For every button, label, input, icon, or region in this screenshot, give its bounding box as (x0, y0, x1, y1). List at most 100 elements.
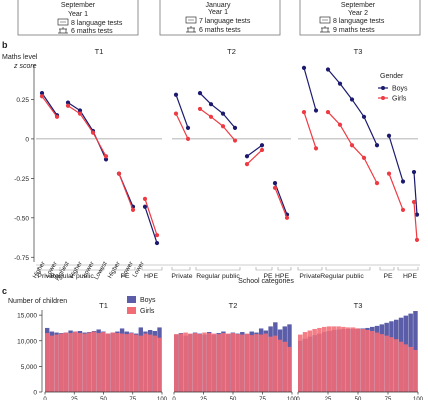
boys-point (65, 100, 71, 105)
category-label: HPE (403, 273, 417, 280)
boys-point (232, 125, 238, 130)
girls-bar (82, 333, 87, 392)
maths-test-icon (186, 26, 196, 33)
subplot-title: T1 (95, 47, 104, 56)
girls-point (90, 130, 96, 135)
girls-point (313, 146, 319, 151)
girls-bar (54, 334, 59, 392)
boys-point (103, 157, 109, 162)
girls-bar (115, 333, 120, 392)
y-tick-label: 0.25 (16, 97, 29, 104)
category-bracket (379, 267, 395, 271)
girls-bar (202, 332, 207, 392)
girls-bar (317, 327, 322, 392)
category-bracket (141, 267, 163, 271)
girls-bar (225, 333, 231, 392)
x-tick-label: 100 (157, 397, 168, 400)
girls-point (337, 122, 343, 127)
girls-bar (249, 335, 254, 392)
panel-b-ylabel-1: Maths level (2, 54, 38, 61)
girls-point (142, 196, 148, 201)
girls-bar (211, 333, 217, 392)
girls-bar (147, 334, 153, 392)
boys-line-segment (413, 172, 418, 215)
girls-bar (370, 331, 375, 392)
girls-line-segment (363, 157, 378, 184)
girls-line-segment (327, 111, 341, 126)
boys-point (337, 81, 343, 86)
girls-bar (374, 332, 380, 392)
girls-point (77, 111, 83, 116)
category-label: Regular public (50, 273, 94, 280)
girls-bar (49, 335, 55, 392)
girls-bar (91, 331, 97, 392)
girls-bar (157, 337, 162, 392)
boys-point (349, 97, 355, 102)
x-tick-label: 25 (71, 397, 78, 400)
girls-bar (77, 333, 83, 392)
header-box-3-math: 9 maths tests (333, 27, 375, 34)
y-tick-label: 15,000 (17, 313, 37, 320)
girls-bar (277, 339, 283, 392)
girls-bar (389, 337, 394, 392)
girls-bar (258, 334, 264, 392)
girls-point (39, 94, 45, 99)
category-label: HPE (275, 273, 289, 280)
header-box-3-line1: September (341, 2, 376, 9)
boys-point (386, 133, 392, 138)
category-label: Private (171, 273, 192, 280)
x-tick-label: 75 (129, 397, 136, 400)
girls-bar (273, 335, 278, 392)
category-label: PE (383, 273, 393, 280)
girls-point (400, 207, 406, 213)
legend-boys-swatch (127, 296, 136, 303)
y-tick-label: -0.25 (14, 176, 29, 183)
legend-title: Gender (380, 73, 404, 80)
subplot-title: T1 (99, 301, 108, 310)
girls-line-segment (210, 116, 224, 127)
legend-girls-swatch (127, 307, 136, 314)
boys-point (142, 204, 148, 209)
girls-point (386, 171, 392, 176)
girls-bar (230, 333, 236, 392)
girls-line-segment (388, 173, 404, 211)
panel-b-label: b (2, 40, 8, 50)
x-tick-label: 0 (172, 397, 176, 400)
boys-line-segment (41, 92, 58, 116)
boys-line-segment (303, 67, 317, 111)
header-box-2-lang: 7 language tests (199, 18, 251, 25)
x-tick-label: 75 (385, 397, 392, 400)
girls-bar (221, 333, 226, 392)
girls-bar (45, 333, 50, 392)
category-bracket (63, 267, 105, 271)
girls-point (197, 106, 203, 112)
category-bracket (195, 267, 241, 271)
x-tick-label: 0 (296, 397, 300, 400)
category-label: Private (37, 273, 58, 280)
girls-point (272, 185, 278, 190)
boys-line-segment (210, 103, 224, 115)
boys-line-segment (175, 94, 189, 129)
girls-bar (235, 334, 240, 392)
category-label: Regular public (196, 273, 240, 280)
girls-point (103, 154, 109, 159)
girls-bar (59, 333, 64, 392)
header-box-1: September Year 1 8 language tests 6 math… (17, 0, 139, 36)
boys-point (325, 67, 331, 72)
girls-line-segment (222, 125, 236, 141)
legend: Gender Boys Girls (378, 73, 408, 103)
girls-point (361, 155, 367, 160)
category-label: HPE (144, 273, 158, 280)
girls-line-segment (144, 198, 158, 236)
girls-point (232, 138, 238, 143)
girls-point (116, 171, 122, 176)
boys-point (185, 125, 191, 130)
girls-bar (129, 333, 134, 392)
girls-bar (183, 332, 188, 392)
subplot-title: T3 (354, 47, 363, 56)
girls-line-segment (79, 113, 94, 133)
girls-line-segment (41, 95, 58, 118)
category-bracket (171, 267, 191, 271)
